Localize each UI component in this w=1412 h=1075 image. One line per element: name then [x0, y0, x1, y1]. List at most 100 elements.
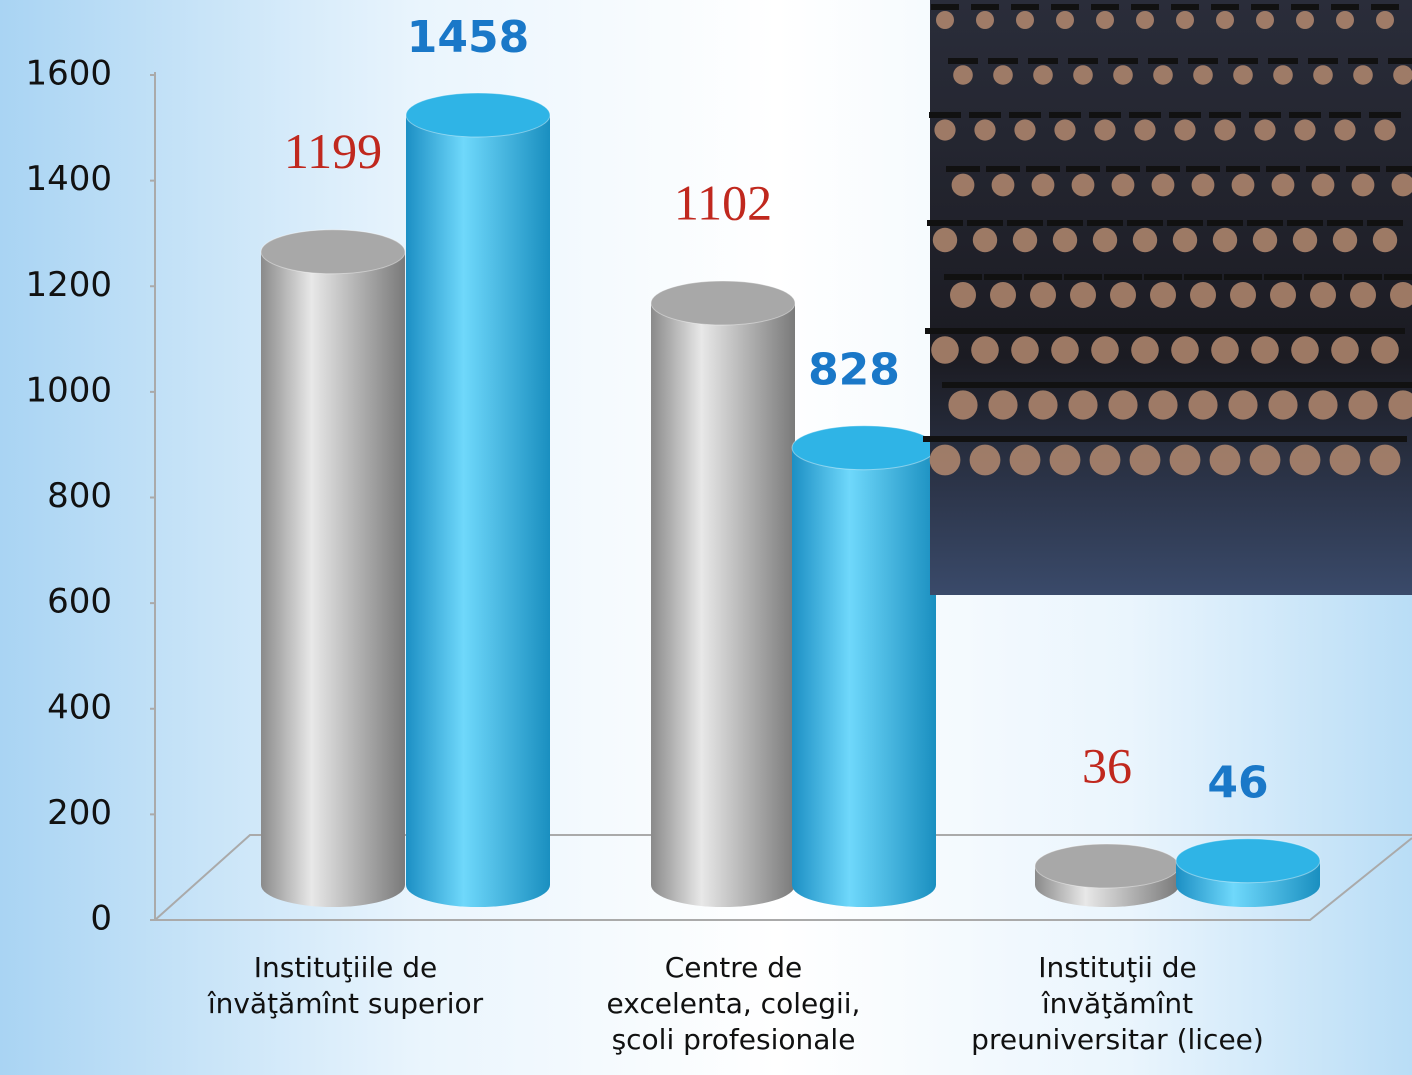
- bar: [1175, 838, 1321, 907]
- photo-cap: [1264, 274, 1302, 280]
- photo-head: [1228, 390, 1258, 420]
- photo-cap: [1089, 112, 1121, 118]
- photo-cap: [1344, 274, 1382, 280]
- photo-head: [1393, 65, 1412, 85]
- photo-cap: [1342, 382, 1384, 388]
- photo-cap: [1268, 58, 1298, 64]
- photo-head: [1113, 65, 1133, 85]
- photo-cap: [1009, 112, 1041, 118]
- photo-cap: [969, 112, 1001, 118]
- photo-cap: [1291, 4, 1319, 10]
- photo-cap: [1182, 382, 1224, 388]
- y-tick-label: 1600: [25, 54, 112, 94]
- photo-cap: [1325, 328, 1365, 334]
- photo-head: [1376, 11, 1394, 29]
- photo-cap: [986, 166, 1020, 172]
- photo-cap: [1249, 112, 1281, 118]
- photo-head: [1129, 444, 1161, 476]
- photo-cap: [1163, 436, 1207, 442]
- photo-head: [990, 282, 1016, 308]
- photo-head: [1172, 227, 1198, 253]
- value-label: 46: [1207, 758, 1268, 809]
- value-label: 1102: [674, 174, 772, 230]
- photo-cap: [925, 328, 965, 334]
- photo-head: [1108, 390, 1138, 420]
- photo-cap: [1087, 220, 1123, 226]
- photo-head: [1273, 65, 1293, 85]
- photo-head: [1169, 444, 1201, 476]
- photo-head: [1171, 336, 1199, 364]
- photo-cap: [1205, 328, 1245, 334]
- photo-head: [1033, 65, 1053, 85]
- y-tick-label: 600: [47, 582, 112, 622]
- photo-head: [1091, 336, 1119, 364]
- photo-cap: [1287, 220, 1323, 226]
- photo-head: [1030, 282, 1056, 308]
- photo-head: [953, 65, 973, 85]
- photo-cap: [1186, 166, 1220, 172]
- value-label: 1458: [407, 12, 529, 63]
- photo-cap: [1102, 382, 1144, 388]
- photo-cap: [944, 274, 982, 280]
- photo-head: [1073, 65, 1093, 85]
- photo-cap: [1243, 436, 1287, 442]
- photo-head: [1052, 227, 1078, 253]
- photo-cap: [1091, 4, 1119, 10]
- photo-cap: [1108, 58, 1138, 64]
- photo-head: [972, 227, 998, 253]
- value-label: 36: [1082, 737, 1132, 793]
- photo-head: [1329, 444, 1361, 476]
- photo: [923, 0, 1412, 595]
- x-tick-label: Centre de excelenta, colegii, şcoli prof…: [606, 951, 861, 1056]
- y-tick-label: 1000: [25, 370, 112, 410]
- photo-head: [1153, 65, 1173, 85]
- photo-cap: [1026, 166, 1060, 172]
- photo-cap: [1049, 112, 1081, 118]
- photo-cap: [1062, 382, 1104, 388]
- photo-head: [1294, 119, 1316, 141]
- photo-head: [1110, 282, 1136, 308]
- photo-head: [1131, 336, 1159, 364]
- photo-head: [948, 390, 978, 420]
- photo-cap: [1051, 4, 1079, 10]
- cylinder-body: [406, 114, 550, 907]
- photo-cap: [1167, 220, 1203, 226]
- floor-front: [155, 837, 1412, 921]
- photo-cap: [1083, 436, 1127, 442]
- photo-cap: [1169, 112, 1201, 118]
- photo-head: [1231, 173, 1255, 197]
- photo-head: [1216, 11, 1234, 29]
- photo-cap: [942, 382, 984, 388]
- photo-cap: [1123, 436, 1167, 442]
- photo-cap: [984, 274, 1022, 280]
- photo-head: [1193, 65, 1213, 85]
- photo-cap: [927, 220, 963, 226]
- photo-head: [1350, 282, 1376, 308]
- photo-head: [1254, 119, 1276, 141]
- frame: [154, 72, 1412, 921]
- photo-cap: [1005, 328, 1045, 334]
- cylinder-top: [791, 425, 937, 471]
- photo-cap: [1184, 274, 1222, 280]
- photo-cap: [1146, 166, 1180, 172]
- photo-head: [1188, 390, 1218, 420]
- photo-cap: [1365, 328, 1405, 334]
- photo-cap: [923, 436, 967, 442]
- photo-head: [1174, 119, 1196, 141]
- photo-head: [1211, 336, 1239, 364]
- photo-head: [1068, 390, 1098, 420]
- photo-head: [1150, 282, 1176, 308]
- cylinder-top: [260, 229, 406, 275]
- photo-cap: [1085, 328, 1125, 334]
- photo-cap: [982, 382, 1024, 388]
- photo-cap: [1064, 274, 1102, 280]
- photo-head: [1214, 119, 1236, 141]
- photo-cap: [1022, 382, 1064, 388]
- photo-cap: [1327, 220, 1363, 226]
- bar: [260, 229, 406, 907]
- photo-head: [936, 11, 954, 29]
- photo-head: [1230, 282, 1256, 308]
- y-tick-label: 400: [47, 687, 112, 727]
